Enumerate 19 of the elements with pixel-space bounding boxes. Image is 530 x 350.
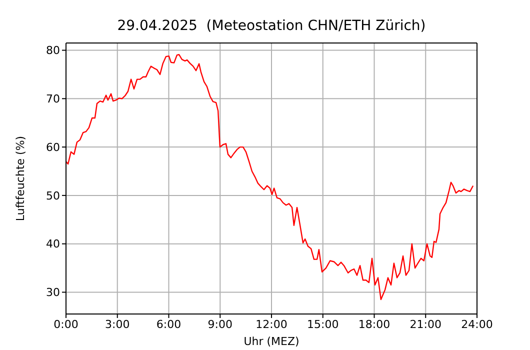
y-tick-label: 60 xyxy=(46,140,60,154)
x-tick-label: 0:00 xyxy=(54,318,78,331)
x-tick-label: 21:00 xyxy=(410,318,442,331)
y-tick-label: 50 xyxy=(46,189,60,202)
y-tick-label: 80 xyxy=(46,44,60,58)
y-tick-label: 40 xyxy=(46,238,60,251)
line-series xyxy=(66,54,474,300)
x-tick-label: 24:00 xyxy=(461,318,493,331)
chart-title: 29.04.2025 (Meteostation CHN/ETH Zürich) xyxy=(116,18,427,34)
x-tick-label: 6:00 xyxy=(156,318,182,331)
x-tick-label: 18:00 xyxy=(358,318,390,331)
y-tick-label: 70 xyxy=(46,92,60,106)
y-tick-label: 30 xyxy=(46,286,60,300)
x-tick-label: 9:00 xyxy=(208,318,232,331)
y-axis-title: Luftfeuchte (%) xyxy=(14,136,27,222)
x-axis-title: Uhr (MEZ) xyxy=(244,335,300,348)
x-tick-label: 3:00 xyxy=(105,318,130,331)
x-tick-label: 15:00 xyxy=(307,318,339,331)
x-tick-label: 12:00 xyxy=(256,318,288,331)
